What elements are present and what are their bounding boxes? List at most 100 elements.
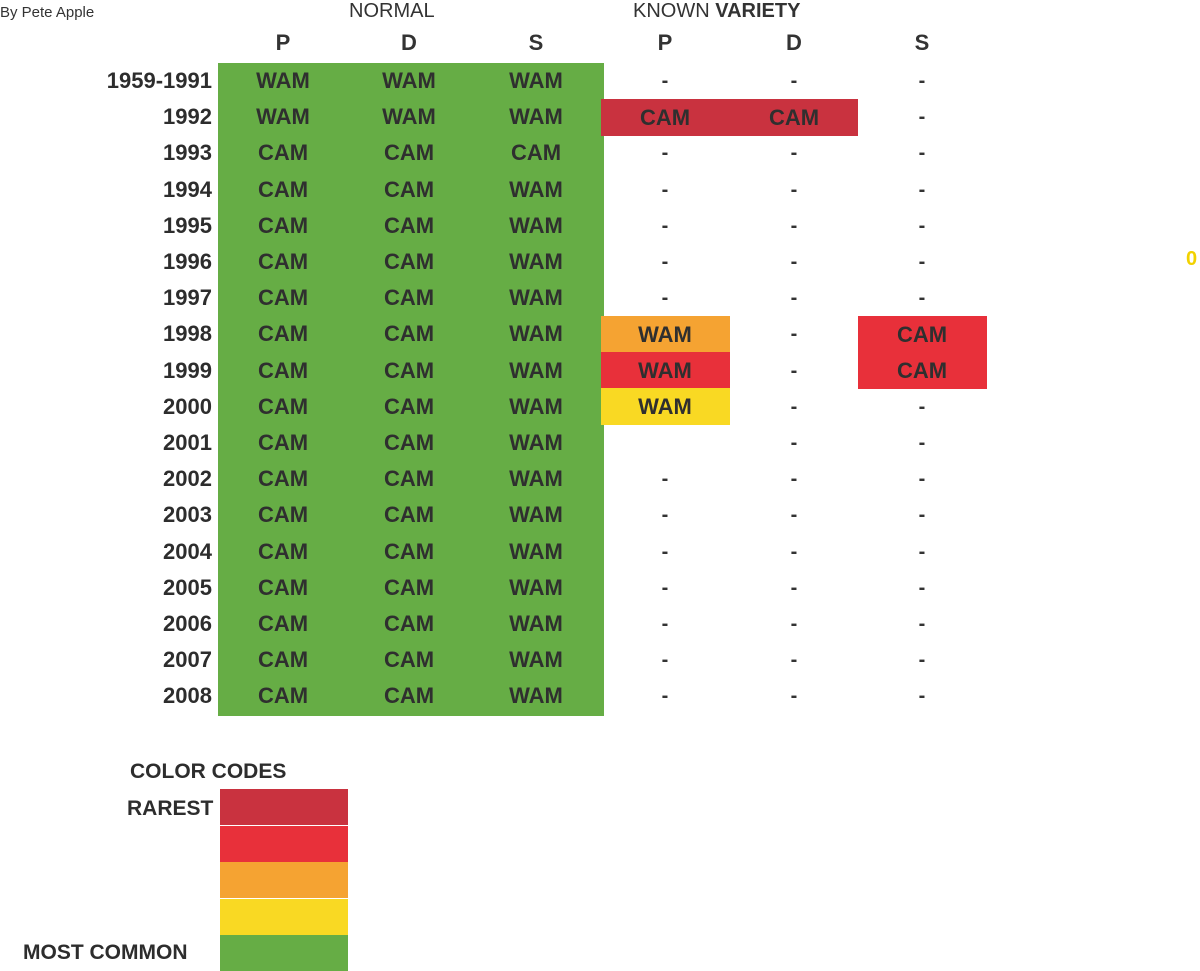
normal-cell: WAM	[509, 430, 563, 455]
normal-cell: CAM	[257, 574, 309, 600]
variety-dash: -	[790, 395, 798, 418]
normal-col-p: P	[275, 30, 291, 55]
variety-highlight-bar	[601, 315, 730, 353]
year-label: 1995	[163, 212, 212, 238]
year-label: 1998	[163, 321, 212, 347]
variety-dash: -	[790, 359, 798, 382]
legend-most-common-label: MOST COMMON	[23, 941, 188, 964]
variety-highlight-label: CAM	[768, 104, 820, 130]
table-row: 2004 CAM CAM WAM - - -	[0, 534, 1200, 570]
table-row: 1994 CAM CAM WAM - - -	[0, 172, 1200, 208]
variety-dash: -	[790, 649, 798, 672]
variety-highlight-label: CAM	[896, 321, 948, 347]
year-label: 1959-1991	[106, 68, 212, 93]
year-label: 2000	[163, 393, 212, 419]
normal-cell: CAM	[510, 140, 562, 166]
variety-dash: -	[790, 178, 798, 201]
variety-dash: -	[918, 106, 926, 129]
normal-cell: WAM	[382, 104, 436, 130]
variety-dash: -	[790, 70, 798, 92]
table-row: 1999 CAM CAM WAM -	[0, 353, 1200, 389]
known-variety-header: KNOWN VARIETY	[633, 0, 800, 23]
year-label: 2005	[163, 574, 212, 600]
normal-cell: CAM	[257, 212, 309, 238]
year-label: 1992	[163, 104, 212, 130]
normal-cell: CAM	[383, 249, 435, 274]
variety-dash: -	[918, 395, 926, 418]
variety-dash: -	[918, 432, 926, 454]
variety-dash: -	[790, 540, 798, 563]
year-label: 1994	[163, 176, 212, 202]
normal-cell: CAM	[383, 140, 435, 166]
normal-cell: CAM	[383, 538, 435, 564]
variety-highlight-bar	[601, 98, 730, 136]
normal-cell: WAM	[509, 393, 563, 419]
table-row: 2008 CAM CAM WAM - - -	[0, 678, 1200, 714]
normal-cell: CAM	[383, 176, 435, 202]
normal-cell: WAM	[509, 104, 563, 130]
variety-dash: -	[918, 649, 926, 672]
normal-cell: WAM	[509, 212, 563, 238]
year-label: 2002	[163, 466, 212, 492]
variety-highlight-label: WAM	[638, 321, 692, 347]
variety-dash: -	[661, 142, 669, 165]
legend-swatch	[220, 898, 348, 935]
normal-cell: CAM	[257, 538, 309, 564]
variety-dash: -	[790, 142, 798, 165]
normal-cell: CAM	[257, 321, 309, 347]
normal-cell: CAM	[257, 502, 309, 528]
variety-label: VARIETY	[715, 0, 801, 22]
normal-cell: WAM	[509, 321, 563, 347]
variety-dash: -	[790, 685, 798, 708]
normal-cell: CAM	[383, 683, 435, 709]
normal-cell: CAM	[257, 647, 309, 673]
year-label: 1996	[163, 249, 212, 274]
variety-dash: -	[918, 613, 926, 635]
variety-dash: -	[661, 287, 669, 310]
legend-title: COLOR CODES	[130, 760, 287, 783]
normal-cell: WAM	[509, 176, 563, 202]
variety-dash: -	[661, 468, 669, 491]
variety-dash: -	[918, 540, 926, 563]
normal-cell: WAM	[509, 466, 563, 492]
normal-cell: CAM	[383, 285, 435, 311]
variety-dash: -	[790, 613, 798, 635]
variety-dash: -	[661, 70, 669, 92]
normal-col-s: S	[528, 30, 544, 55]
variety-dash: -	[918, 685, 926, 708]
normal-cell: CAM	[257, 285, 309, 311]
variety-dash: -	[790, 214, 798, 237]
normal-cell: CAM	[383, 502, 435, 528]
variety-dash: -	[790, 504, 798, 527]
normal-cell: WAM	[509, 68, 563, 93]
variety-dash: -	[661, 685, 669, 708]
variety-highlight-label: CAM	[896, 358, 948, 384]
normal-cell: CAM	[383, 321, 435, 347]
normal-cell: WAM	[509, 249, 563, 274]
year-label: 2003	[163, 502, 212, 528]
normal-cell: CAM	[257, 611, 309, 636]
table-row: 2005 CAM CAM WAM - - -	[0, 570, 1200, 606]
variety-dash: -	[661, 540, 669, 563]
normal-cell: CAM	[383, 357, 435, 383]
legend-swatch	[220, 789, 348, 825]
variety-col-d: D	[786, 30, 802, 55]
normal-cell: CAM	[257, 176, 309, 202]
normal-cell: WAM	[509, 538, 563, 564]
variety-dash: -	[790, 576, 798, 599]
normal-cell: CAM	[383, 430, 435, 455]
legend-swatch	[220, 862, 348, 899]
year-label: 1993	[163, 140, 212, 166]
normal-cell: WAM	[509, 285, 563, 311]
table-row: 2001 CAM CAM WAM - -	[0, 425, 1200, 461]
normal-cell: CAM	[383, 466, 435, 492]
variety-dash: -	[918, 178, 926, 201]
variety-dash: -	[918, 70, 926, 92]
table-row: 1959-1991 WAM WAM WAM - - -	[0, 63, 1200, 99]
normal-cell: WAM	[509, 357, 563, 383]
table-row: 1998 CAM CAM WAM -	[0, 316, 1200, 352]
stray-mark: 0	[1186, 248, 1198, 270]
variety-col-p: P	[657, 30, 673, 55]
normal-cell: WAM	[256, 104, 310, 130]
normal-col-d: D	[401, 30, 417, 55]
